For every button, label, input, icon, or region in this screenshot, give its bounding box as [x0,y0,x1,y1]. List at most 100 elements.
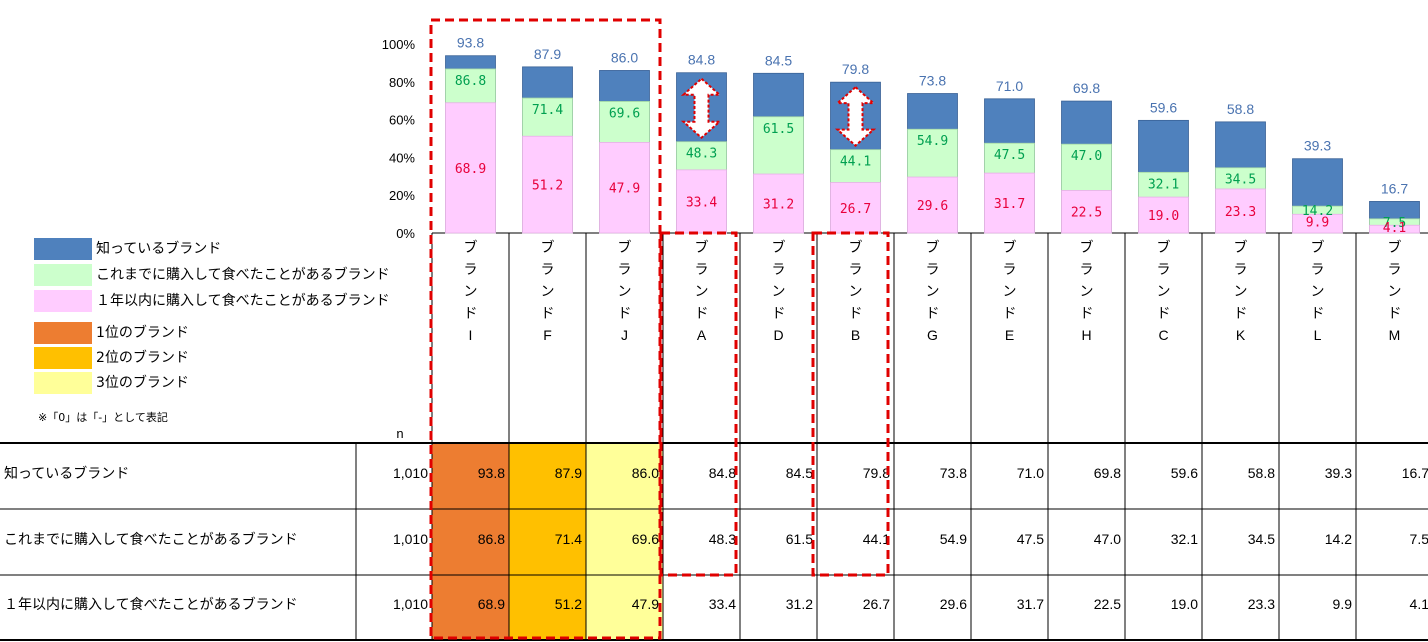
rank-cell-bg [586,509,663,575]
table-cell-value: 47.0 [1094,531,1121,547]
category-label-char: ブ [926,239,940,255]
category-label-char: ラ [772,261,786,277]
bar-year [522,135,573,234]
data-label-purchased: 44.1 [840,155,871,170]
category-label-char: ド [926,305,940,321]
table-cell-value: 22.5 [1094,596,1121,612]
category-label-char: ド [1388,305,1402,321]
table-cell-value: 34.5 [1248,531,1275,547]
table-cell-value: 86.0 [632,465,659,481]
rank-cell-bg [509,509,586,575]
category-label-char: ン [1311,283,1325,299]
table-cell-value: 84.5 [786,465,813,481]
data-label-purchased: 48.3 [686,147,717,162]
n-header: n [396,426,403,441]
table-cell-value: 39.3 [1325,465,1352,481]
category-label-char: ド [618,305,632,321]
table-cell-value: 84.8 [709,465,736,481]
category-label-char: ブ [1388,239,1402,255]
legend-swatch-aware [34,238,92,260]
n-value: 1,010 [393,465,428,481]
data-label-year: 22.5 [1071,206,1102,221]
table-cell-value: 93.8 [478,465,505,481]
category-label-char: ブ [1157,239,1171,255]
table-cell-value: 54.9 [940,531,967,547]
y-tick-label: 40% [389,150,415,165]
category-label-char: ラ [695,261,709,277]
y-tick-label: 60% [389,113,415,128]
category-label-char: ブ [1003,239,1017,255]
category-label-char: ブ [1080,239,1094,255]
data-label-purchased: 86.8 [455,74,486,89]
category-label-char: ド [1234,305,1248,321]
table-cell-value: 26.7 [863,596,890,612]
table-cell-value: 19.0 [1171,596,1198,612]
category-label-char: ラ [1388,261,1402,277]
table-cell-value: 4.1 [1410,596,1428,612]
category-label-char: ラ [1080,261,1094,277]
data-label-purchased: 47.0 [1071,149,1102,164]
data-label-purchased: 71.4 [532,103,563,118]
table-cell-value: 73.8 [940,465,967,481]
table-cell-value: 51.2 [555,596,582,612]
table-cell-value: 29.6 [940,596,967,612]
category-label-char: ラ [926,261,940,277]
data-label-year: 29.6 [917,199,948,214]
table-cell-value: 69.6 [632,531,659,547]
y-tick-label: 80% [389,75,415,90]
category-label-char: ン [1157,283,1171,299]
table-cell-value: 9.9 [1333,596,1353,612]
data-label-aware: 39.3 [1304,138,1331,154]
table-cell-value: 16.7 [1402,465,1428,481]
data-label-aware: 16.7 [1381,180,1408,196]
category-label-char: F [543,327,552,343]
data-label-purchased: 54.9 [917,134,948,149]
table-cell-value: 47.5 [1017,531,1044,547]
category-label-char: ド [541,305,555,321]
data-label-aware: 93.8 [457,35,484,51]
legend-label-year: １年以内に購入して食べたことがあるブランド [96,293,390,309]
table-cell-value: 87.9 [555,465,582,481]
category-label-char: ド [695,305,709,321]
legend-swatch-rank1 [34,322,92,344]
table-cell-value: 58.8 [1248,465,1275,481]
category-label-char: ン [849,283,863,299]
category-label-char: ド [849,305,863,321]
category-label-char: ド [1311,305,1325,321]
rank-cell-bg [432,575,509,640]
legend-swatch-rank3 [34,372,92,394]
category-label-char: H [1081,327,1091,343]
bar-year [1369,224,1420,234]
data-label-year: 31.2 [763,198,794,213]
table-cell-value: 86.8 [478,531,505,547]
bar-year [753,173,804,234]
category-label-char: ン [772,283,786,299]
legend-label-aware: 知っているブランド [96,241,222,257]
category-label-char: ブ [1234,239,1248,255]
category-label-char: L [1314,327,1322,343]
data-label-year: 47.9 [609,182,640,197]
category-label-char: ブ [1311,239,1325,255]
category-label-char: ン [695,283,709,299]
category-label-char: ラ [618,261,632,277]
bar-year [1292,213,1343,234]
rank-cell-bg [509,575,586,640]
bar-year [984,172,1035,234]
table-cell-value: 59.6 [1171,465,1198,481]
double-arrow-icon [680,77,723,140]
category-label-char: ド [1003,305,1017,321]
bar-year [907,176,958,234]
category-label-char: K [1236,327,1246,343]
category-label-char: ブ [541,239,555,255]
data-label-purchased: 34.5 [1225,172,1256,187]
category-label-char: ド [464,305,478,321]
highlight-box-brand-b [811,231,890,577]
data-label-year: 23.3 [1225,205,1256,220]
category-label-char: ラ [541,261,555,277]
category-label-char: I [469,327,473,343]
category-label-char: ラ [1157,261,1171,277]
category-label-char: ン [1080,283,1094,299]
row-label: 知っているブランド [4,465,129,481]
data-label-purchased: 14.2 [1302,204,1333,219]
legend-swatch-year [34,290,92,312]
